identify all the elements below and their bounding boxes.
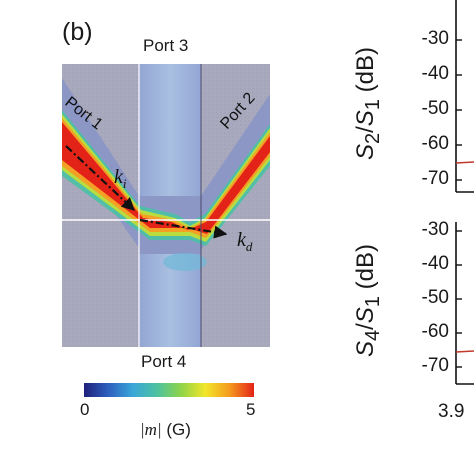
top-ytick-label: -30 [421,28,449,49]
bottom-trace [455,350,474,353]
deflected-wavevector-label: kd [237,229,253,254]
bottom-y-axis-label: S4/S1 (dB) [352,244,384,357]
bottom-ytick-label: -50 [421,287,449,308]
top-y-axis-label: S2/S1 (dB) [352,47,384,160]
colorbar-min-label: 0 [80,400,90,419]
bottom-ytick-label: -30 [421,219,449,240]
top-ytick-label: -70 [421,168,449,189]
deflected-trajectory-arrow [139,218,228,239]
x-tick-first: 3.9 [438,401,465,422]
colorbar-max-label: 5 [246,400,256,419]
top-ytick-label: -60 [421,133,449,154]
bottom-ytick-label: -60 [421,321,449,342]
top-ytick-label: -50 [421,98,449,119]
port-4-label: Port 4 [141,352,187,371]
panel-label: (b) [62,18,93,46]
beam-weak-spot [163,253,207,271]
colorbar-title: |m| (G) [140,420,191,439]
top-ytick-label: -40 [421,63,449,84]
incident-wavevector-label: ki [114,166,127,191]
beam-core-red [62,122,270,234]
bottom-ytick-label: -70 [421,355,449,376]
bottom-ytick-label: -40 [421,253,449,274]
top-trace [455,161,474,164]
port-3-label: Port 3 [143,36,189,55]
colorbar [84,383,254,397]
